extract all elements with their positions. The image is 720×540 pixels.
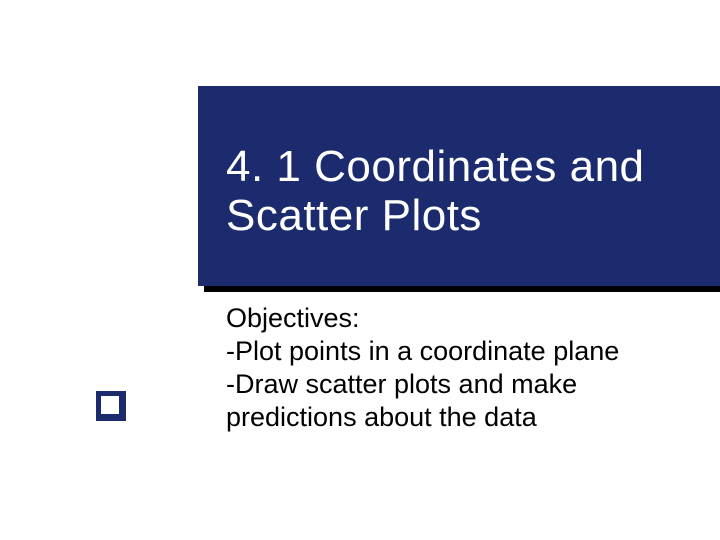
body-line-1: Objectives: xyxy=(226,303,360,333)
accent-square-icon xyxy=(96,391,126,421)
body-line-3: -Draw scatter plots and make xyxy=(226,369,577,399)
title-block: 4. 1 Coordinates and Scatter Plots xyxy=(198,86,720,286)
title-line-2: Scatter Plots xyxy=(226,191,482,240)
title-text: 4. 1 Coordinates and Scatter Plots xyxy=(226,142,700,241)
title-line-1: 4. 1 Coordinates and xyxy=(226,142,645,191)
body-block: Objectives: -Plot points in a coordinate… xyxy=(226,302,696,434)
body-line-2: -Plot points in a coordinate plane xyxy=(226,336,619,366)
body-text: Objectives: -Plot points in a coordinate… xyxy=(226,302,696,434)
body-line-4: predictions about the data xyxy=(226,402,537,432)
